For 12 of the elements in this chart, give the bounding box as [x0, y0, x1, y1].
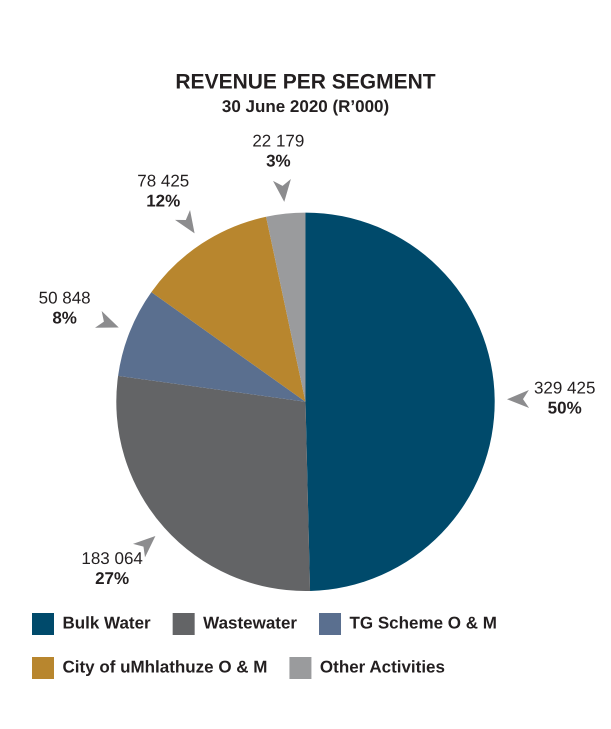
data-label: 50 848 8%: [38, 288, 91, 328]
chart-subtitle: 30 June 2020 (R’000): [222, 97, 390, 116]
legend-label: Wastewater: [203, 614, 298, 633]
legend-label: Other Activities: [320, 658, 445, 677]
data-label: 78 425 12%: [137, 172, 190, 211]
legend-label: Bulk Water: [62, 614, 152, 633]
chart-title: REVENUE PER SEGMENT: [175, 70, 436, 94]
data-label: 183 064 27%: [81, 548, 143, 588]
data-label: 329 425 50%: [534, 378, 596, 418]
legend-label: TG Scheme O & M: [350, 614, 497, 633]
legend-label: City of uMhlathuze O & M: [62, 658, 268, 677]
data-label: 22 179 3%: [252, 132, 304, 171]
